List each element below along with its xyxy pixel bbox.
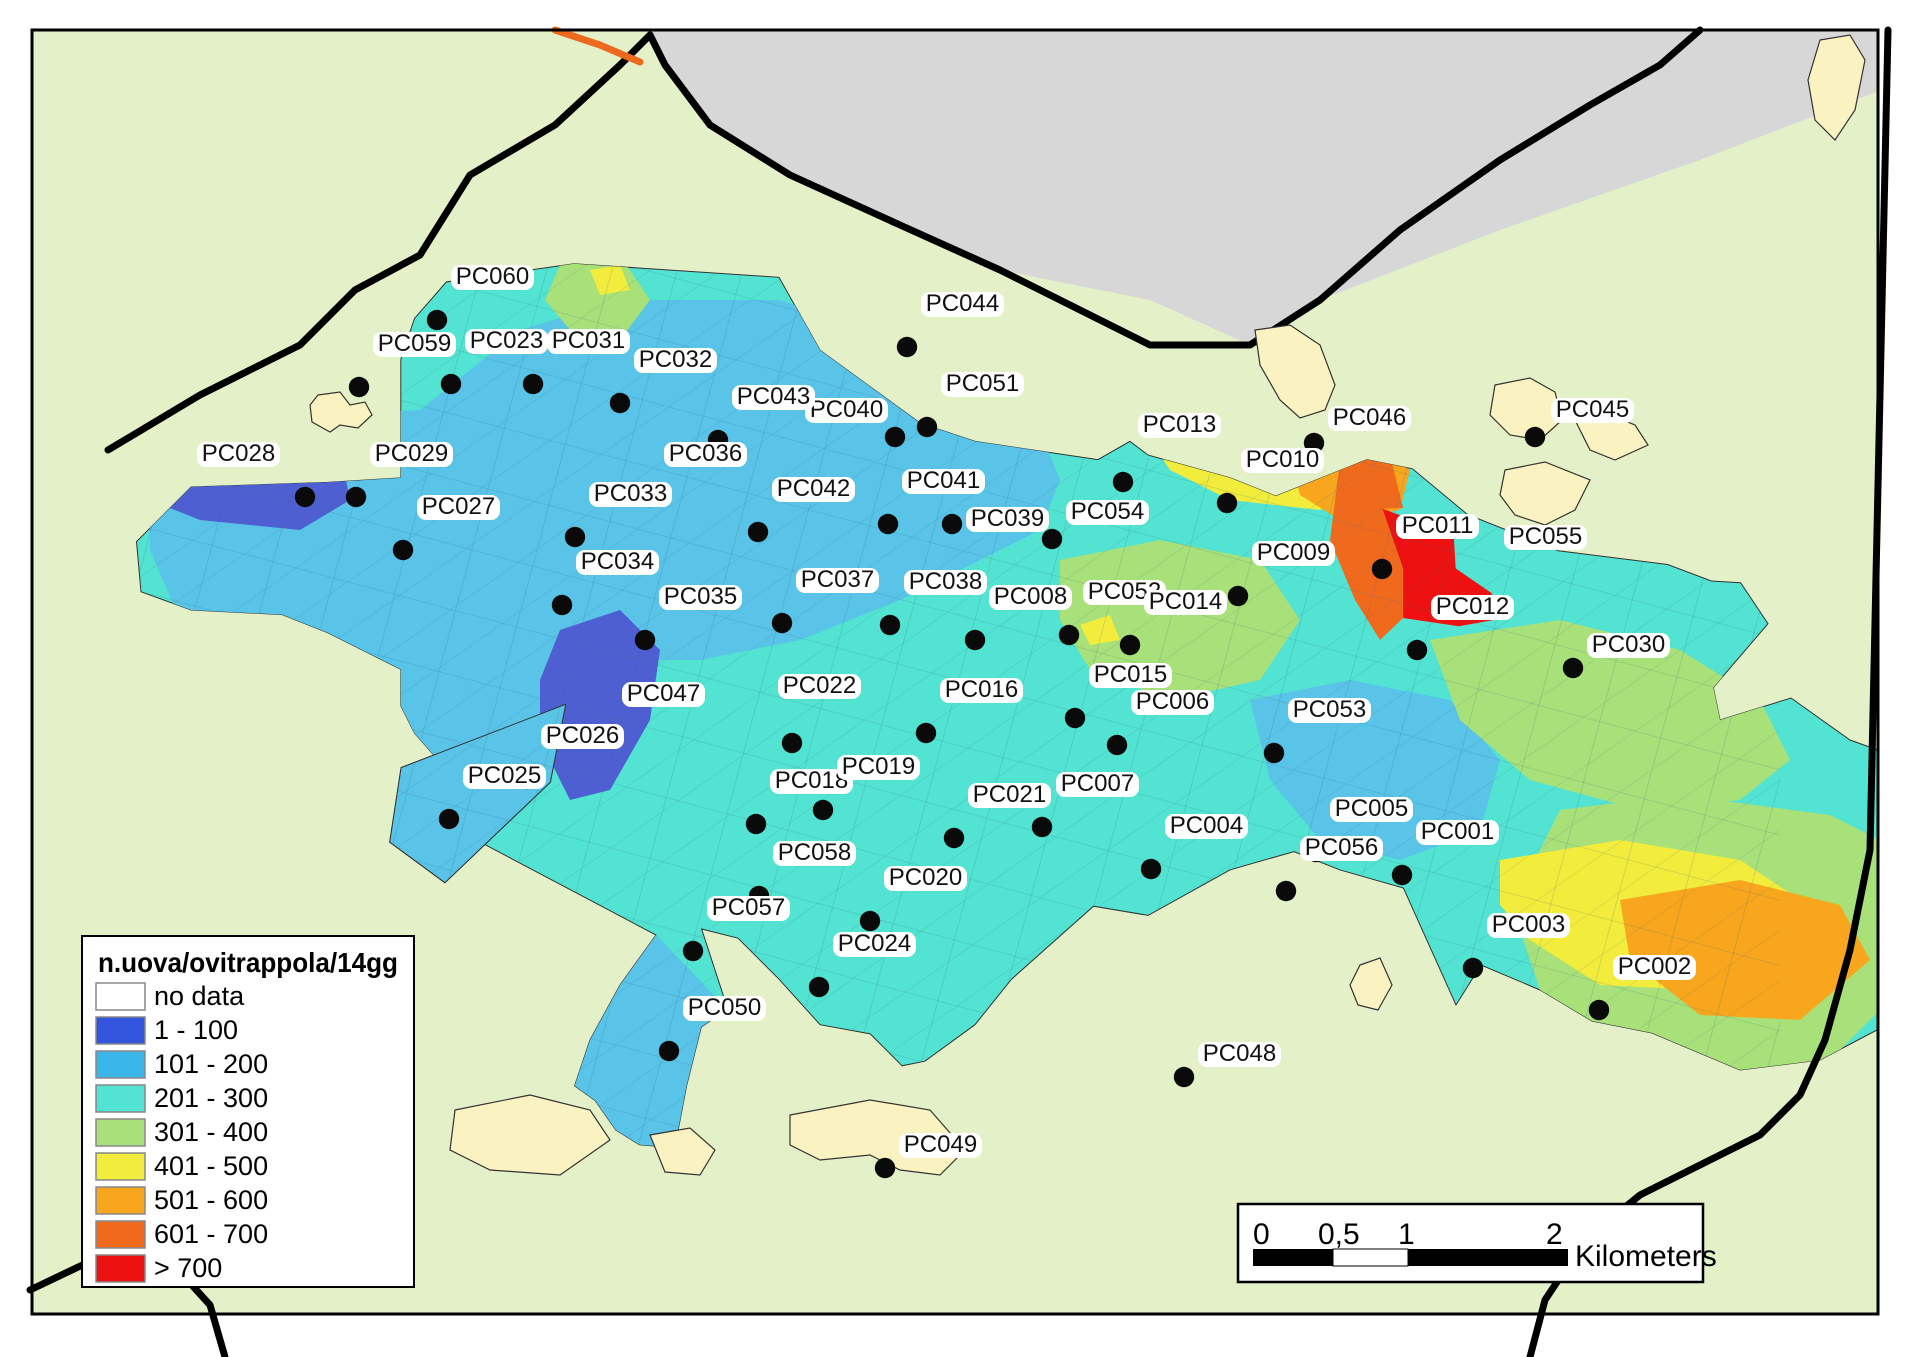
svg-text:PC030: PC030 <box>1592 631 1665 658</box>
svg-text:0,5: 0,5 <box>1318 1218 1360 1251</box>
svg-text:1 - 100: 1 - 100 <box>154 1015 238 1045</box>
svg-text:PC060: PC060 <box>456 263 529 290</box>
svg-text:PC008: PC008 <box>994 583 1067 610</box>
svg-text:PC019: PC019 <box>842 753 915 780</box>
svg-text:PC011: PC011 <box>1402 512 1474 539</box>
svg-text:PC053: PC053 <box>1293 696 1366 723</box>
svg-text:PC047: PC047 <box>627 680 700 707</box>
svg-text:PC051: PC051 <box>946 370 1019 397</box>
svg-text:PC006: PC006 <box>1136 688 1209 715</box>
svg-text:> 700: > 700 <box>154 1253 222 1283</box>
svg-text:PC044: PC044 <box>926 290 999 317</box>
svg-text:PC022: PC022 <box>783 672 856 699</box>
svg-text:PC034: PC034 <box>581 548 654 575</box>
svg-text:PC058: PC058 <box>778 839 851 866</box>
svg-text:101 - 200: 101 - 200 <box>154 1049 268 1079</box>
svg-text:PC002: PC002 <box>1618 953 1691 980</box>
svg-text:Kilometers: Kilometers <box>1575 1240 1717 1273</box>
svg-text:301 - 400: 301 - 400 <box>154 1117 268 1147</box>
svg-text:PC033: PC033 <box>594 480 667 507</box>
svg-text:PC003: PC003 <box>1492 911 1565 938</box>
svg-text:PC050: PC050 <box>688 994 761 1021</box>
svg-text:PC045: PC045 <box>1556 396 1629 423</box>
svg-text:PC012: PC012 <box>1436 593 1509 620</box>
svg-text:PC031: PC031 <box>552 327 625 354</box>
svg-text:PC027: PC027 <box>422 493 495 520</box>
svg-text:PC056: PC056 <box>1305 834 1378 861</box>
svg-text:PC057: PC057 <box>712 894 785 921</box>
svg-text:PC021: PC021 <box>973 781 1046 808</box>
svg-text:PC035: PC035 <box>664 583 737 610</box>
svg-text:PC042: PC042 <box>777 475 850 502</box>
svg-text:PC055: PC055 <box>1509 523 1582 550</box>
svg-text:PC039: PC039 <box>971 505 1044 532</box>
svg-text:PC059: PC059 <box>378 330 451 357</box>
svg-text:PC025: PC025 <box>468 762 541 789</box>
svg-text:PC032: PC032 <box>639 346 712 373</box>
svg-text:n.uova/ovitrappola/14gg: n.uova/ovitrappola/14gg <box>98 947 398 978</box>
svg-text:601 - 700: 601 - 700 <box>154 1219 268 1249</box>
svg-text:PC049: PC049 <box>904 1131 977 1158</box>
svg-text:PC026: PC026 <box>546 722 619 749</box>
svg-text:1: 1 <box>1398 1218 1415 1251</box>
svg-text:PC040: PC040 <box>810 396 883 423</box>
svg-text:PC004: PC004 <box>1170 812 1243 839</box>
svg-text:201 - 300: 201 - 300 <box>154 1083 268 1113</box>
svg-text:PC029: PC029 <box>375 440 448 467</box>
svg-text:PC010: PC010 <box>1246 446 1319 473</box>
svg-text:PC024: PC024 <box>838 930 911 957</box>
svg-text:PC005: PC005 <box>1335 795 1408 822</box>
svg-text:PC038: PC038 <box>909 568 982 595</box>
svg-text:PC046: PC046 <box>1333 404 1406 431</box>
svg-text:PC007: PC007 <box>1061 770 1134 797</box>
svg-text:PC009: PC009 <box>1257 539 1330 566</box>
svg-text:PC016: PC016 <box>945 676 1018 703</box>
svg-text:501 - 600: 501 - 600 <box>154 1185 268 1215</box>
svg-text:PC020: PC020 <box>889 864 962 891</box>
svg-text:PC001: PC001 <box>1421 818 1494 845</box>
svg-text:PC036: PC036 <box>669 440 742 467</box>
svg-text:401 - 500: 401 - 500 <box>154 1151 268 1181</box>
svg-text:PC037: PC037 <box>801 566 874 593</box>
svg-text:no data: no data <box>154 981 245 1011</box>
svg-text:0: 0 <box>1253 1218 1270 1251</box>
svg-text:PC015: PC015 <box>1094 661 1167 688</box>
svg-text:PC013: PC013 <box>1143 411 1216 438</box>
svg-text:2: 2 <box>1546 1218 1563 1251</box>
svg-text:PC028: PC028 <box>202 440 275 467</box>
svg-text:PC023: PC023 <box>470 327 543 354</box>
svg-text:PC054: PC054 <box>1071 498 1144 525</box>
svg-text:PC048: PC048 <box>1203 1040 1276 1067</box>
svg-text:PC014: PC014 <box>1149 588 1222 615</box>
svg-text:PC043: PC043 <box>737 383 810 410</box>
svg-text:PC041: PC041 <box>907 467 980 494</box>
